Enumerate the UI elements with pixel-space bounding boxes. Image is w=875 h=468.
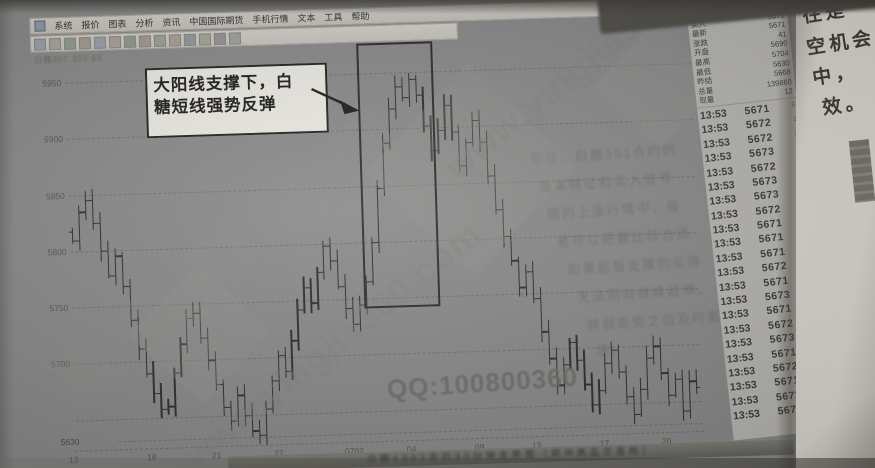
book-text-line: 效。 bbox=[820, 91, 870, 120]
right-page-figure-fragment bbox=[848, 139, 875, 203]
annotation-arrow bbox=[311, 87, 360, 115]
photo-bottom-edge bbox=[0, 458, 875, 468]
book-text-line: 中， bbox=[810, 61, 860, 90]
photo-corner-shadow bbox=[735, 348, 875, 468]
photo-top-edge bbox=[0, 0, 875, 14]
quote-field-label: 现量 bbox=[698, 95, 715, 106]
photo-left-edge bbox=[0, 0, 14, 468]
trading-software-window: 系统 报价 图表 分析 资讯 中国国际期货 手机行情 文本 工具 帮助 白糖301 305 60 … bbox=[25, 0, 834, 468]
book-text-line: 空机会 bbox=[805, 27, 875, 60]
